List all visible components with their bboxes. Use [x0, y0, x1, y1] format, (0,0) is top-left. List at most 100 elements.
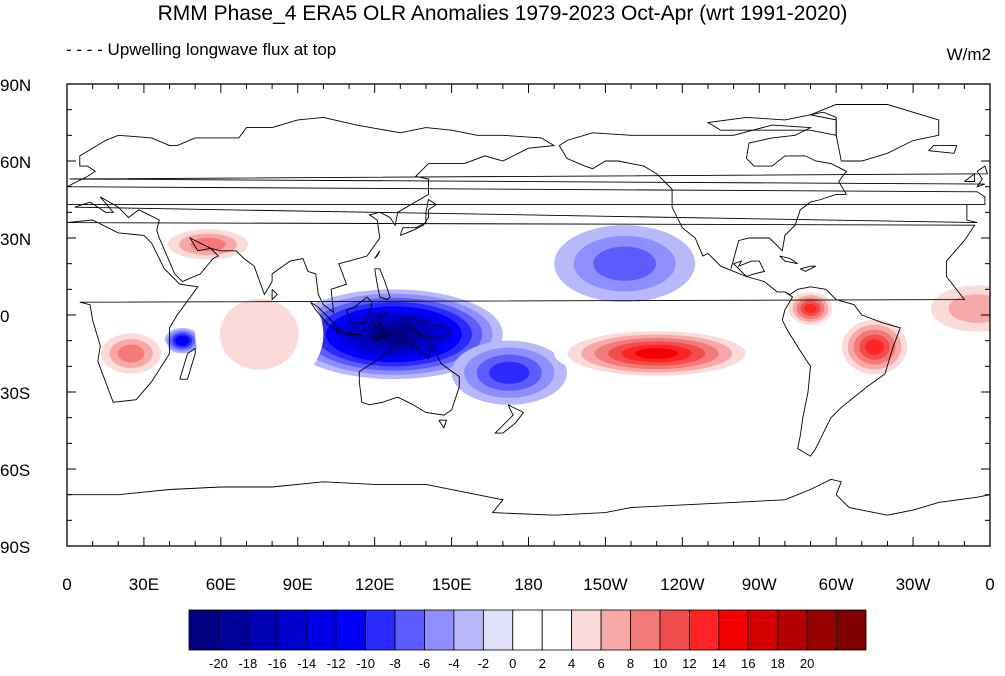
x-tick-label: 150W	[583, 575, 627, 594]
x-axis-labels: 0 30E 60E 90E 120E 150E 180 150W 120W 90W 60W 30W 0	[62, 575, 994, 594]
coastlines	[67, 104, 990, 516]
y-tick-label: 30N	[0, 230, 31, 249]
colorbar-tick-label: -20	[209, 656, 228, 671]
anomaly-region	[156, 225, 260, 264]
anomaly-region	[913, 276, 990, 341]
colorbar-swatch	[394, 609, 425, 651]
anomaly-region	[784, 289, 837, 328]
colorbar	[188, 609, 867, 651]
anomaly-contour	[593, 246, 656, 281]
coastline-segment	[800, 265, 816, 272]
colorbar-tick-label: 4	[568, 656, 575, 671]
colorbar-tick-label: 12	[682, 656, 696, 671]
colorbar-swatch	[571, 609, 602, 651]
coastline-segment	[494, 404, 525, 434]
colorbar-swatch	[659, 609, 690, 651]
colorbar-tick-label: 8	[627, 656, 634, 671]
colorbar-tick-label: 14	[712, 656, 726, 671]
colorbar-tick-label: -4	[448, 656, 460, 671]
colorbar-tick-label: 0	[509, 656, 516, 671]
coastline-segment	[808, 104, 940, 162]
units-label: W/m2	[946, 45, 991, 64]
y-tick-label: 60N	[0, 153, 31, 172]
colorbar-swatch	[512, 609, 543, 651]
anomaly-contour	[117, 344, 145, 363]
colorbar-swatch	[306, 609, 337, 651]
anomaly-region	[284, 289, 503, 380]
coastline-segment	[67, 478, 990, 516]
anomaly-field	[92, 225, 990, 405]
coastline-segment	[310, 301, 341, 332]
anomaly-contour	[489, 361, 530, 384]
colorbar-swatch	[836, 609, 867, 651]
x-tick-label: 120E	[355, 575, 395, 594]
coastline-segment	[399, 198, 438, 236]
colorbar-tick-label: -16	[268, 656, 287, 671]
anomaly-region	[554, 225, 696, 303]
coastline-segment	[438, 419, 448, 429]
coastline-segment	[706, 111, 837, 136]
y-tick-label: 90S	[0, 538, 30, 557]
colorbar-tick-label: 18	[770, 656, 784, 671]
colorbar-swatch	[335, 609, 367, 651]
anomaly-contour	[377, 327, 411, 342]
anomaly-contour	[190, 237, 226, 252]
anomaly-contour	[219, 298, 299, 370]
colorbar-tick-label: -18	[238, 656, 257, 671]
colorbar-tick-label: -8	[389, 656, 401, 671]
x-tick-label: 180	[514, 575, 542, 594]
anomaly-region	[451, 340, 567, 405]
coastline-segment	[964, 172, 976, 182]
coastline-segment	[371, 311, 388, 329]
colorbar-swatch	[777, 609, 808, 651]
x-tick-label: 60E	[206, 575, 236, 594]
colorbar-swatch	[688, 609, 720, 651]
colorbar-swatch	[482, 609, 514, 651]
anomaly-region	[164, 327, 201, 354]
coastline-segment	[179, 347, 196, 380]
coastline-segment	[67, 116, 986, 314]
coastline-segment	[358, 341, 460, 416]
colorbar-tick-label: 2	[539, 656, 546, 671]
colorbar-swatch	[541, 609, 573, 651]
axis-ticks	[66, 83, 991, 547]
x-tick-label: 30E	[129, 575, 159, 594]
colorbar-swatch	[247, 609, 278, 651]
x-tick-label: 90W	[742, 575, 777, 594]
anomaly-contour	[865, 339, 884, 355]
colorbar-tick-label: -2	[478, 656, 490, 671]
colorbar-tick-label: -14	[297, 656, 316, 671]
coastline-segment	[374, 250, 381, 259]
colorbar-swatch	[218, 609, 249, 651]
coastline-segment	[402, 317, 453, 339]
colorbar-swatch	[600, 609, 631, 651]
x-tick-label: 120W	[660, 575, 704, 594]
y-tick-label: 60S	[0, 461, 30, 480]
x-tick-label: 0	[985, 575, 994, 594]
subtitle-label: - - - - Upwelling longwave flux at top	[66, 40, 337, 59]
y-tick-label: 0	[0, 307, 9, 326]
colorbar-swatch	[424, 609, 455, 651]
coastline-segment	[271, 288, 278, 301]
coastline-segment	[779, 255, 798, 265]
colorbar-tick-label: -10	[356, 656, 375, 671]
anomaly-contour	[804, 303, 817, 314]
y-axis-labels: 90N 60N 30N 0 30S 60S 90S	[0, 76, 31, 557]
colorbar-swatch	[453, 609, 484, 651]
coastline-segment	[732, 260, 766, 277]
anomaly-contour	[948, 294, 990, 323]
colorbar-tick-label: 20	[800, 656, 814, 671]
coastline-segment	[346, 296, 373, 324]
colorbar-tick-label: 6	[597, 656, 604, 671]
map-title: RMM Phase_4 ERA5 OLR Anomalies 1979-2023…	[157, 2, 848, 25]
colorbar-swatch	[630, 609, 661, 651]
y-tick-label: 30S	[0, 384, 30, 403]
coastline-segment	[67, 219, 976, 403]
x-tick-label: 0	[62, 575, 71, 594]
anomaly-region	[92, 327, 170, 380]
anomaly-contour	[178, 337, 187, 344]
anomaly-region	[195, 276, 324, 392]
colorbar-swatch	[276, 609, 308, 651]
colorbar-swatch	[806, 609, 837, 651]
